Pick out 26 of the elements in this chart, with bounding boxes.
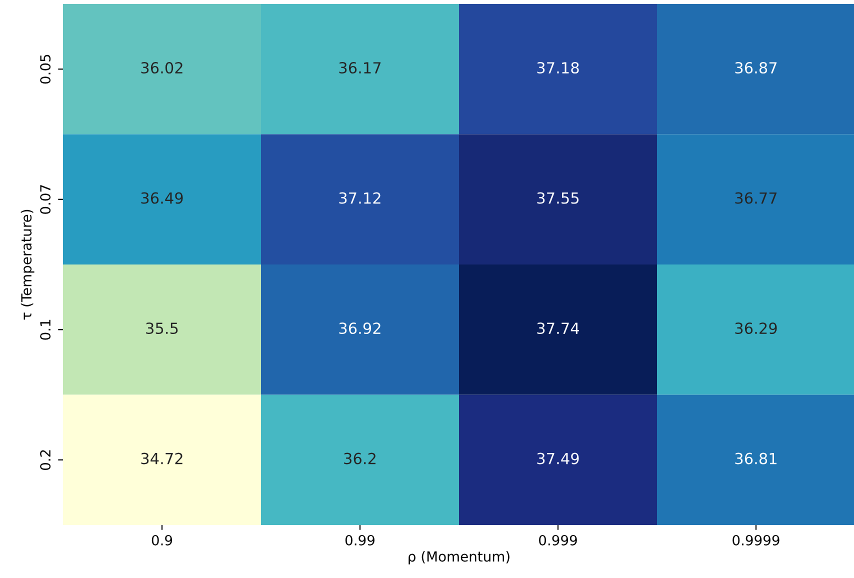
data-label: 36.49: [141, 192, 183, 204]
data-label: 36.81: [735, 452, 776, 464]
y-tick-label: 0.07: [40, 185, 51, 214]
data-label: 36.17: [339, 62, 381, 74]
x-tick-label: 0.9999: [732, 534, 780, 546]
data-label: 36.29: [735, 322, 777, 334]
data-label: 35.5: [146, 322, 178, 334]
y-tick-label: 0.2: [40, 450, 51, 470]
data-label: 36.2: [344, 452, 376, 464]
data-label: 37.12: [339, 192, 380, 204]
y-tick-label: 0.1: [40, 320, 51, 340]
y-tick-label: 0.05: [40, 54, 51, 84]
x-tick-label: 0.9: [152, 534, 172, 546]
data-label: 34.72: [141, 452, 182, 464]
data-label: 36.77: [735, 192, 777, 204]
data-label: 37.18: [537, 62, 579, 74]
data-label: 37.49: [537, 452, 579, 464]
data-label: 37.74: [537, 322, 580, 334]
x-tick-label: 0.99: [345, 534, 374, 546]
data-label: 36.02: [141, 62, 182, 74]
x-tick-label: 0.999: [539, 534, 577, 546]
y-axis-title: τ (Temperature): [20, 210, 34, 320]
data-label: 36.92: [339, 322, 380, 334]
x-axis-title: ρ (Momentum): [408, 550, 510, 564]
data-label: 37.55: [537, 192, 579, 204]
data-label: 36.87: [735, 62, 777, 74]
